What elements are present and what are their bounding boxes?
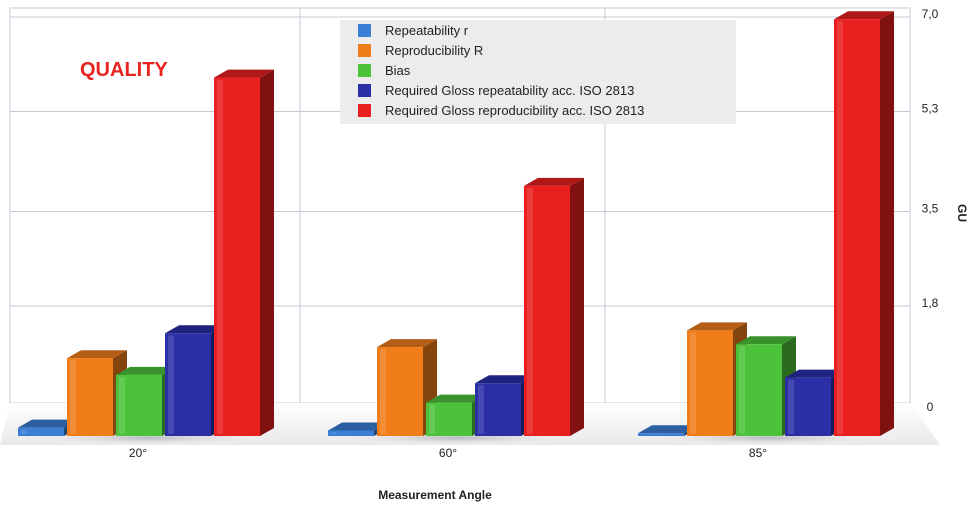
chart-title: QUALITY bbox=[80, 59, 168, 81]
bar-highlight bbox=[690, 332, 696, 434]
bar-side bbox=[880, 11, 894, 436]
bar-top bbox=[67, 350, 127, 359]
bar bbox=[116, 366, 176, 436]
legend-item: Bias bbox=[358, 63, 411, 78]
bar-front bbox=[328, 430, 374, 436]
bar-highlight bbox=[380, 349, 386, 434]
x-tick-label: 85° bbox=[749, 446, 767, 460]
y-tick-label: 1,8 bbox=[922, 296, 939, 310]
legend-swatch bbox=[358, 24, 371, 37]
bar-side bbox=[260, 69, 274, 437]
bar-top bbox=[214, 69, 274, 78]
legend-swatch bbox=[358, 44, 371, 57]
bar-top bbox=[638, 425, 698, 434]
bar-top bbox=[116, 366, 176, 375]
legend-swatch bbox=[358, 104, 371, 117]
x-tick-label: 60° bbox=[439, 446, 457, 460]
y-tick-label: 3,5 bbox=[922, 202, 939, 216]
legend-label: Reproducibility R bbox=[385, 43, 483, 58]
bar-top bbox=[687, 322, 747, 331]
bar-top bbox=[475, 375, 535, 384]
legend-items: Repeatability r Reproducibility R Bias Requ… bbox=[358, 23, 644, 118]
legend-swatch bbox=[358, 84, 371, 97]
bar-side bbox=[570, 177, 584, 436]
bar-highlight bbox=[70, 360, 76, 434]
bar-top bbox=[524, 177, 584, 186]
legend-label: Required Gloss reproducibility acc. ISO … bbox=[385, 103, 644, 118]
bar-highlight bbox=[527, 187, 533, 434]
bar-highlight bbox=[788, 379, 794, 434]
legend: Repeatability r Reproducibility R Bias Requ… bbox=[340, 20, 736, 124]
bar-highlight bbox=[739, 346, 745, 434]
y-tick-label: 0 bbox=[927, 400, 934, 414]
bar-top bbox=[165, 325, 225, 334]
bar-top bbox=[834, 11, 894, 20]
bar-top bbox=[736, 336, 796, 345]
legend-item: Required Gloss repeatability acc. ISO 28… bbox=[358, 83, 634, 98]
y-tick-label: 5,3 bbox=[922, 101, 939, 115]
legend-item: Reproducibility R bbox=[358, 43, 483, 58]
bar-highlight bbox=[217, 79, 223, 435]
bar-highlight bbox=[119, 376, 125, 434]
legend-swatch bbox=[358, 64, 371, 77]
bar-top bbox=[18, 419, 78, 428]
legend-label: Bias bbox=[385, 63, 411, 78]
legend-item: Required Gloss reproducibility acc. ISO … bbox=[358, 103, 644, 118]
x-axis-label: Measurement Angle bbox=[378, 488, 492, 502]
bar-highlight bbox=[837, 21, 843, 434]
x-tick-label: 20° bbox=[129, 446, 147, 460]
y-axis-ticks: 0 1,8 3,5 5,3 7,0 bbox=[922, 7, 939, 414]
legend-background bbox=[340, 20, 736, 124]
bars bbox=[18, 11, 894, 437]
legend-item: Repeatability r bbox=[358, 23, 469, 38]
bar-highlight bbox=[478, 385, 484, 434]
y-tick-label: 7,0 bbox=[922, 7, 939, 21]
bar-top bbox=[377, 339, 437, 348]
bar bbox=[524, 177, 584, 436]
x-axis-ticks: 20° 60° 85° bbox=[129, 446, 767, 460]
y-axis-label: GU bbox=[955, 204, 969, 222]
bar-top bbox=[785, 369, 845, 378]
bar-highlight bbox=[21, 429, 27, 434]
bar-highlight bbox=[429, 404, 435, 434]
bar-top bbox=[426, 394, 486, 403]
bar bbox=[214, 69, 274, 437]
bar-front bbox=[18, 427, 64, 436]
bar-front bbox=[638, 433, 684, 436]
bar-highlight bbox=[331, 432, 337, 434]
bar bbox=[834, 11, 894, 436]
legend-label: Repeatability r bbox=[385, 23, 469, 38]
bar bbox=[377, 339, 437, 436]
bar-highlight bbox=[168, 335, 174, 434]
legend-label: Required Gloss repeatability acc. ISO 28… bbox=[385, 83, 634, 98]
bar-top bbox=[328, 422, 388, 431]
